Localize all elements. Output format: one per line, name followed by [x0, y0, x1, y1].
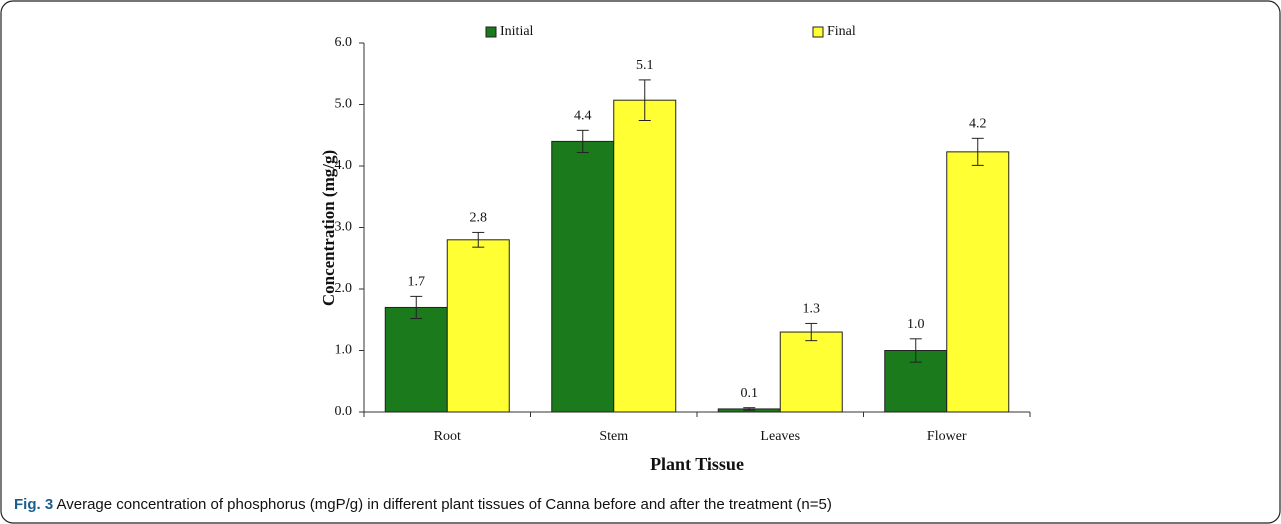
data-label: 4.4: [574, 109, 592, 124]
data-label: 2.8: [470, 211, 488, 226]
y-tick-label: 4.0: [335, 158, 353, 173]
y-axis-title: Concentration (mg/g): [319, 150, 338, 306]
data-label: 0.1: [741, 386, 759, 401]
legend-swatch: [812, 26, 824, 38]
bar: [779, 331, 843, 413]
y-tick-label: 5.0: [335, 97, 353, 112]
y-tick-label: 1.0: [335, 343, 353, 358]
caption-label: Fig. 3: [14, 496, 53, 513]
x-axis-title: Plant Tissue: [650, 454, 744, 474]
data-label: 5.1: [636, 58, 654, 73]
caption: Fig. 3 Average concentration of phosphor…: [14, 496, 832, 513]
legend-label: Initial: [500, 24, 534, 39]
bar: [551, 140, 615, 413]
y-tick-label: 3.0: [335, 220, 353, 235]
caption-text: Average concentration of phosphorus (mgP…: [57, 496, 832, 513]
legend-label: Final: [827, 24, 856, 39]
bar: [384, 306, 448, 413]
y-tick-label: 0.0: [335, 404, 353, 419]
y-tick-label: 2.0: [335, 281, 353, 296]
x-tick-label: Stem: [599, 429, 628, 444]
bar: [613, 99, 677, 413]
bar: [946, 151, 1010, 413]
data-label: 1.7: [408, 275, 426, 290]
data-label: 1.3: [803, 302, 821, 317]
legend-swatch: [485, 26, 497, 38]
x-tick-label: Root: [434, 429, 461, 444]
x-tick-label: Flower: [927, 429, 967, 444]
y-tick-label: 6.0: [335, 35, 353, 50]
data-label: 1.0: [907, 317, 925, 332]
bar: [446, 239, 510, 413]
data-label: 4.2: [969, 117, 987, 132]
x-tick-label: Leaves: [760, 429, 800, 444]
